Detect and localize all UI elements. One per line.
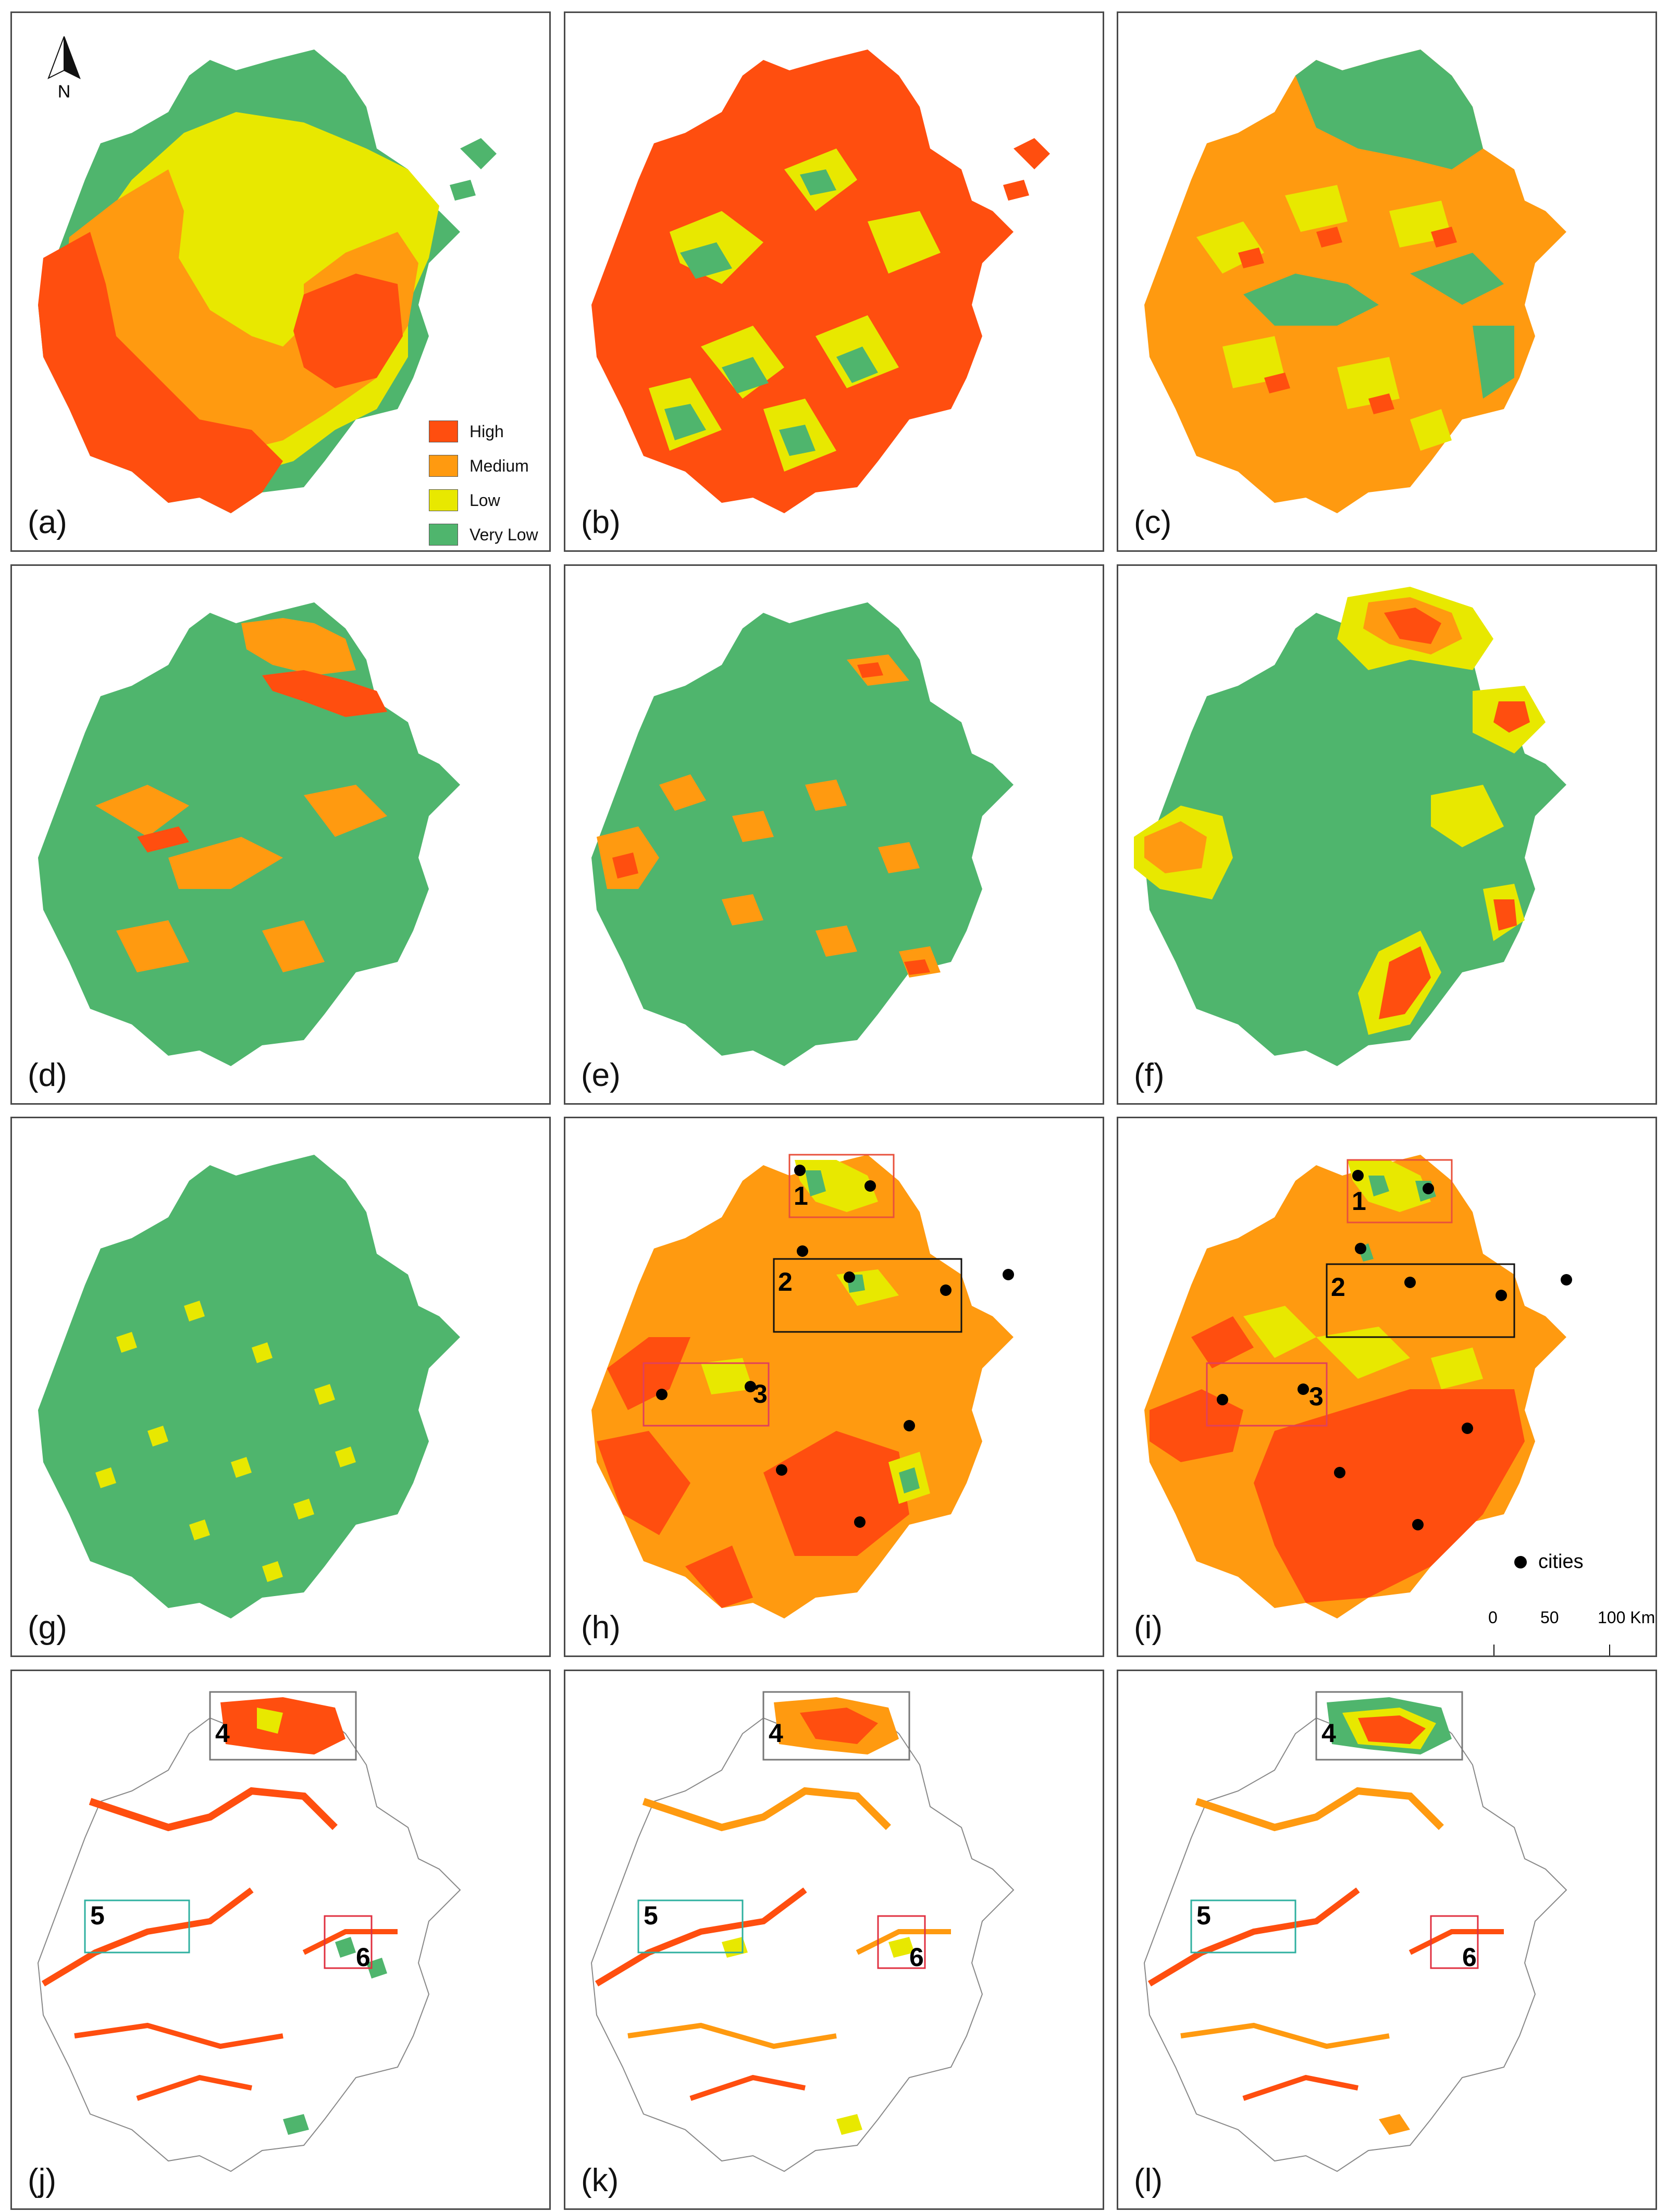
scale-bar: 0 50 100 Km [1483, 1608, 1655, 1655]
map-panel-i: 1 2 3 cities 0 50 100 Km (i) [1117, 1117, 1657, 1657]
map-c [1144, 50, 1566, 513]
map-panel-e: (e) [564, 564, 1104, 1105]
map-panel-c: (c) [1117, 11, 1657, 552]
scale-tick-0: 0 [1488, 1608, 1498, 1627]
scale-tick-50: 50 [1540, 1608, 1559, 1627]
region-label-4: 4 [1321, 1719, 1336, 1748]
region-label-6: 6 [1462, 1943, 1477, 1972]
city-dot-icon [1514, 1555, 1527, 1568]
region-label-5: 5 [90, 1901, 105, 1930]
map-panel-b: (b) [564, 11, 1104, 552]
map-j [37, 1697, 461, 2172]
map-panel-k: 4 5 6 (k) [564, 1670, 1104, 2210]
legend-swatch-low [429, 489, 458, 511]
map-f [1134, 587, 1566, 1066]
region-label-5: 5 [644, 1901, 658, 1930]
map-l [1143, 1697, 1567, 2172]
panel-label-g: (g) [28, 1610, 67, 1646]
panel-label-e: (e) [581, 1057, 621, 1093]
map-a [38, 50, 497, 513]
map-g [38, 1155, 460, 1618]
panel-label-i: (i) [1134, 1610, 1163, 1646]
panel-label-h: (h) [581, 1610, 621, 1646]
region-label-3: 3 [753, 1379, 768, 1408]
region-label-2: 2 [1331, 1272, 1345, 1302]
region-label-1: 1 [794, 1181, 808, 1210]
panel-label-b: (b) [581, 504, 621, 540]
legend-item-low: Low [429, 483, 538, 517]
region-label-4: 4 [215, 1719, 230, 1748]
legend: High Medium Low Very Low [429, 414, 538, 550]
region-label-5: 5 [1196, 1901, 1211, 1930]
map-panel-g: (g) [10, 1117, 551, 1657]
region-label-1: 1 [1352, 1187, 1366, 1216]
legend-label-high: High [469, 422, 504, 441]
legend-item-very-low: Very Low [429, 517, 538, 550]
map-k [590, 1697, 1015, 2172]
region-label-4: 4 [769, 1719, 783, 1748]
north-label: N [57, 82, 71, 102]
map-e [591, 602, 1014, 1066]
region-label-3: 3 [1309, 1382, 1324, 1411]
map-h [591, 1155, 1014, 1618]
map-panel-a: N High Medium Low Very Low (a) [10, 11, 551, 552]
north-arrow: N [43, 34, 85, 102]
map-b [591, 50, 1050, 513]
legend-label-low: Low [469, 490, 500, 510]
region-label-6: 6 [909, 1943, 924, 1972]
map-i [1144, 1155, 1566, 1618]
region-label-2: 2 [778, 1267, 793, 1296]
cities-legend-label: cities [1538, 1551, 1584, 1573]
panel-label-a: (a) [28, 504, 67, 540]
map-d [38, 602, 460, 1066]
panel-label-l: (l) [1134, 2162, 1163, 2198]
cities-legend: cities [1514, 1551, 1584, 1573]
map-panel-h: 1 2 3 (h) [564, 1117, 1104, 1657]
legend-swatch-very-low [429, 524, 458, 546]
legend-item-high: High [429, 414, 538, 449]
legend-item-medium: Medium [429, 449, 538, 483]
panel-label-j: (j) [28, 2162, 57, 2198]
panel-label-f: (f) [1134, 1057, 1165, 1093]
scale-line [1493, 1645, 1610, 1655]
panel-label-c: (c) [1134, 504, 1172, 540]
map-panel-f: (f) [1117, 564, 1657, 1105]
scale-tick-100: 100 Km [1598, 1608, 1655, 1627]
map-panel-j: 4 5 6 (j) [10, 1670, 551, 2210]
panel-label-k: (k) [581, 2162, 619, 2198]
legend-label-medium: Medium [469, 456, 529, 475]
panel-label-d: (d) [28, 1057, 67, 1093]
region-label-6: 6 [356, 1943, 370, 1972]
legend-swatch-high [429, 421, 458, 442]
legend-swatch-medium [429, 455, 458, 477]
north-arrow-icon [47, 36, 81, 80]
map-panel-l: 4 5 6 (l) [1117, 1670, 1657, 2210]
legend-label-very-low: Very Low [469, 525, 538, 544]
map-panel-d: (d) [10, 564, 551, 1105]
